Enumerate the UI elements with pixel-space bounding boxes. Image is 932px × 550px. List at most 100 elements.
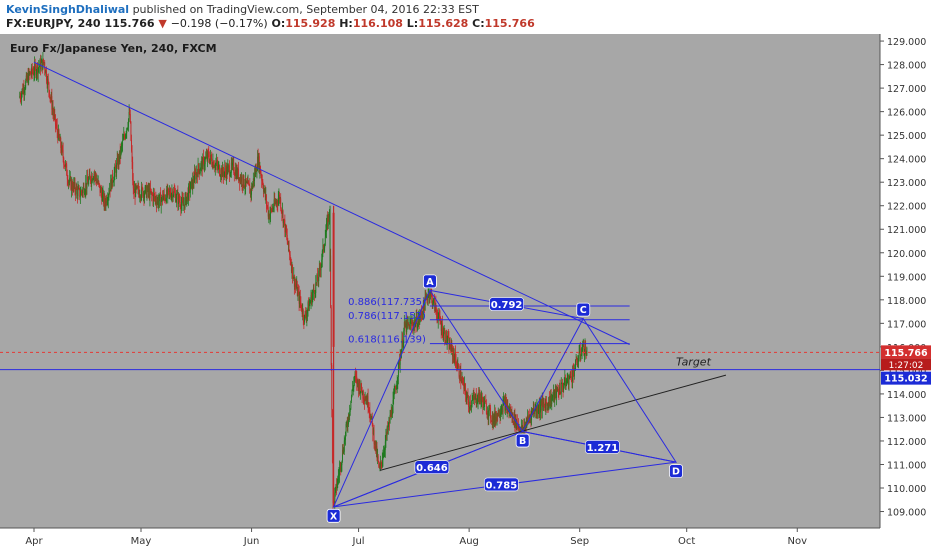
- candle-body: [128, 118, 129, 127]
- candle-body: [175, 199, 177, 202]
- candle-body: [94, 173, 96, 176]
- candle-body: [53, 111, 55, 116]
- candles-layer: [19, 51, 588, 511]
- candle-body: [415, 322, 417, 327]
- candle-body: [270, 208, 272, 210]
- candle-body: [160, 193, 162, 206]
- candle-body: [147, 186, 149, 193]
- candle-body: [189, 185, 191, 193]
- candle-body: [380, 461, 382, 463]
- candle-body: [293, 275, 295, 287]
- candle-body: [116, 162, 118, 173]
- candle-body: [51, 107, 53, 110]
- candle-body: [420, 311, 422, 314]
- candle-body: [397, 377, 399, 383]
- candle-body: [554, 388, 556, 392]
- candle-body: [173, 191, 175, 193]
- candle-body: [82, 188, 84, 193]
- candle-body: [433, 299, 434, 304]
- candle-body: [409, 324, 411, 330]
- y-tick-label: 114.000: [887, 390, 926, 401]
- candle-body: [176, 194, 178, 200]
- candle-body: [69, 177, 71, 179]
- candle-body: [223, 172, 225, 177]
- candle-body: [68, 181, 70, 183]
- candle-body: [140, 196, 142, 199]
- candle-body: [198, 169, 200, 174]
- candle-body: [435, 303, 437, 310]
- candle-body: [191, 179, 193, 189]
- candle-body: [307, 302, 309, 311]
- candle-body: [29, 72, 31, 75]
- candle-body: [563, 383, 565, 387]
- candle-body: [384, 449, 386, 452]
- ratio-badge-0.792: 0.792: [491, 300, 523, 311]
- candle-body: [43, 58, 44, 63]
- candle-body: [494, 412, 496, 422]
- candle-body: [495, 417, 497, 422]
- candle-body: [371, 415, 373, 418]
- candle-body: [440, 323, 442, 331]
- candle-body: [372, 429, 374, 435]
- candle-body: [531, 409, 533, 412]
- candle-body: [424, 296, 426, 311]
- candle-spike-body: [332, 212, 335, 347]
- candle-body: [438, 312, 440, 317]
- candle-body: [130, 121, 132, 141]
- candle-body: [342, 449, 344, 453]
- point-badge-bg: [422, 274, 437, 289]
- candle-body: [347, 424, 349, 426]
- candle-body: [541, 399, 543, 411]
- candle-body: [491, 420, 493, 422]
- candle-body: [207, 151, 209, 153]
- candle-body: [532, 409, 534, 411]
- candle-body: [245, 178, 247, 183]
- candle-body: [327, 214, 329, 227]
- candle-body: [294, 283, 296, 287]
- x-tick-labels: Apr May Jun Jul Aug Sep Oct Nov: [25, 528, 807, 547]
- candle-body: [516, 420, 518, 429]
- candle-body: [172, 191, 173, 198]
- candle-body: [37, 65, 39, 74]
- candle-body: [472, 398, 474, 401]
- candle-body: [144, 186, 146, 194]
- candle-body: [152, 194, 154, 201]
- candle-body: [182, 198, 184, 201]
- point-label-B: B: [519, 436, 526, 447]
- candle-body: [214, 164, 216, 168]
- candle-body: [526, 416, 528, 423]
- candle-body: [537, 406, 538, 413]
- candle-body: [365, 399, 367, 401]
- candle-body: [343, 440, 345, 452]
- candle-body: [181, 198, 183, 204]
- y-tick-label: 118.000: [887, 296, 926, 307]
- candle-body: [229, 166, 231, 176]
- candle-body: [156, 201, 157, 205]
- candle-body: [494, 412, 496, 422]
- candle-body: [440, 321, 442, 324]
- candle-body: [469, 401, 471, 409]
- candle-body: [369, 410, 371, 416]
- candle-body: [422, 313, 424, 315]
- candle-body: [30, 74, 32, 75]
- author-link[interactable]: KevinSinghDhaliwal: [6, 3, 130, 16]
- candle-body: [142, 188, 144, 197]
- candle-body: [224, 168, 226, 173]
- x-tick-label: Oct: [678, 536, 695, 547]
- candle-body: [404, 322, 406, 328]
- x-tick-label: Sep: [570, 536, 589, 547]
- candle-body: [76, 189, 78, 196]
- candle-body: [513, 421, 515, 424]
- candle-body: [438, 312, 440, 316]
- candle-body: [386, 427, 388, 436]
- candle-body: [506, 402, 508, 411]
- candle-body: [232, 162, 233, 166]
- candle-body: [268, 214, 270, 217]
- candle-body: [21, 88, 23, 94]
- candle-body: [108, 193, 110, 196]
- candle-body: [104, 204, 106, 206]
- candle-body: [92, 179, 94, 181]
- candle-body: [485, 403, 487, 414]
- candle-body: [199, 170, 201, 174]
